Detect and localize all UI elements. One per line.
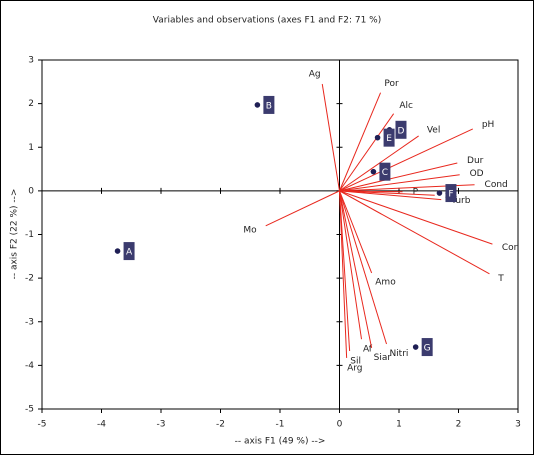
x-tick-label: 1 xyxy=(396,420,402,430)
observation-label: G xyxy=(424,344,431,354)
variable-vector xyxy=(339,190,387,345)
chart-title: Variables and observations (axes F1 and … xyxy=(153,16,381,26)
y-tick-label: 2 xyxy=(28,99,34,109)
variable-label: Cor xyxy=(502,243,518,253)
x-tick-label: -3 xyxy=(157,420,166,430)
observation-point xyxy=(436,190,443,196)
y-axis-label: -- axis F2 (22 %) --> xyxy=(10,189,20,280)
variable-vector xyxy=(339,113,395,192)
variable-label: Siar xyxy=(374,353,392,363)
observation-label: D xyxy=(398,126,405,136)
variable-label: Dur xyxy=(467,156,484,166)
variable-vector xyxy=(339,128,473,192)
observation-point xyxy=(412,344,419,350)
variable-label: Sil xyxy=(350,356,361,366)
observation-label: A xyxy=(126,248,133,258)
variable-vector xyxy=(321,83,340,191)
x-tick-label: 3 xyxy=(515,420,521,430)
x-tick-label: 2 xyxy=(456,420,462,430)
observation-point xyxy=(374,134,381,141)
variable-label: Ag xyxy=(309,70,321,80)
variable-vector xyxy=(339,135,419,192)
variable-vector xyxy=(265,190,340,227)
observation-label-box xyxy=(123,242,135,261)
observation-label: C xyxy=(382,168,388,178)
observation-label-box xyxy=(383,128,395,147)
variable-label: Vel xyxy=(427,126,441,136)
observation-label: F xyxy=(448,190,453,200)
observation-label-box xyxy=(263,95,275,114)
y-tick-label: 3 xyxy=(28,56,34,66)
variable-vector xyxy=(339,190,373,274)
variable-label: pH xyxy=(482,120,494,130)
variable-vector xyxy=(339,190,363,340)
y-tick-label: -2 xyxy=(25,274,34,284)
variable-vector xyxy=(339,174,460,192)
y-tick-label: -3 xyxy=(25,317,34,327)
x-axis-label: -- axis F1 (49 %) --> xyxy=(235,437,326,447)
observation-point xyxy=(114,248,121,254)
observation-label-box xyxy=(395,120,407,139)
observation-label: E xyxy=(386,134,392,144)
x-tick-label: -1 xyxy=(276,420,285,430)
variable-label: OD xyxy=(470,169,484,179)
observation-point xyxy=(370,168,377,175)
variable-label: T xyxy=(497,274,504,284)
variable-vector xyxy=(339,190,373,349)
y-tick-label: -4 xyxy=(25,361,34,371)
observation-point xyxy=(254,102,261,108)
variable-vector xyxy=(339,190,351,352)
observation-label-box xyxy=(379,162,391,181)
variable-label: Turb xyxy=(450,196,471,206)
variable-vector xyxy=(339,190,348,358)
variable-label: Amo xyxy=(375,278,396,288)
x-tick-label: 0 xyxy=(337,420,343,430)
variable-vector xyxy=(339,162,458,192)
y-tick-label: 1 xyxy=(28,143,34,153)
observation-label-box xyxy=(421,338,433,357)
x-tick-label: -4 xyxy=(97,420,106,430)
x-tick-label: -5 xyxy=(38,420,47,430)
variable-vector xyxy=(339,190,493,245)
variable-label: Por xyxy=(384,79,399,89)
observation-label-box xyxy=(445,184,457,203)
variable-label: Arg xyxy=(347,363,362,373)
variable-vector xyxy=(339,190,442,201)
variable-vector xyxy=(339,190,435,196)
variable-label: Cond xyxy=(485,180,508,190)
variable-label: Nitri xyxy=(389,349,408,359)
variable-label: P xyxy=(413,187,419,197)
variable-label: Alc xyxy=(399,101,413,111)
variable-label: Af xyxy=(363,345,373,355)
variable-vector xyxy=(339,92,382,192)
x-tick-label: -2 xyxy=(216,420,225,430)
y-tick-label: -1 xyxy=(25,230,34,240)
y-tick-label: 0 xyxy=(28,186,34,196)
y-tick-label: -5 xyxy=(25,405,34,415)
variable-vector xyxy=(339,190,490,275)
variable-label: Mo xyxy=(243,226,257,236)
observation-label: B xyxy=(266,101,272,111)
